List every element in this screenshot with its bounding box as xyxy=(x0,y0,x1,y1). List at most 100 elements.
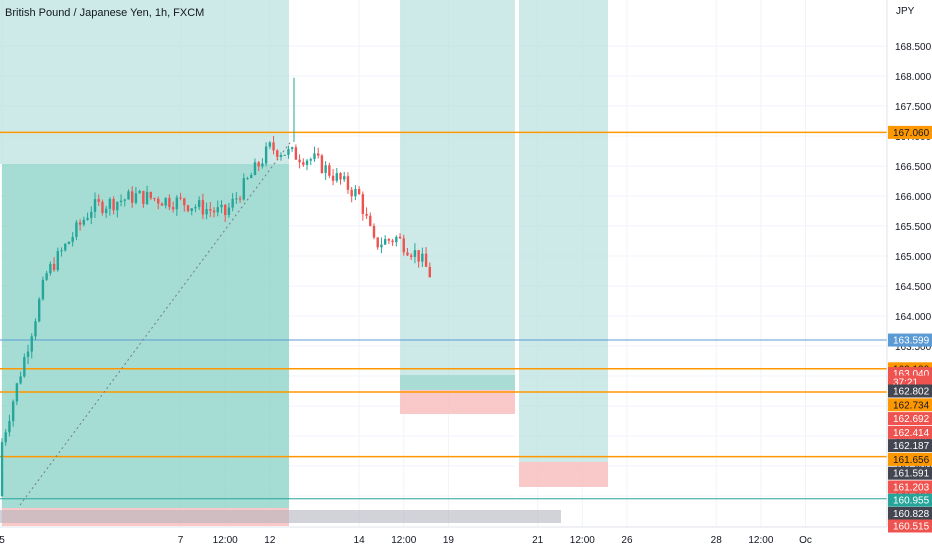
candlesticks xyxy=(0,77,431,497)
candle-body xyxy=(138,190,141,194)
time-tick-label: 28 xyxy=(711,535,723,546)
time-tick-label: 26 xyxy=(621,535,633,546)
candle-body xyxy=(261,163,264,167)
price-label-box xyxy=(888,493,932,507)
candle-body xyxy=(350,189,353,197)
target-zone-3 xyxy=(519,0,608,462)
candle-body xyxy=(201,200,205,215)
candle-body xyxy=(361,194,365,215)
candle-body xyxy=(365,214,368,216)
price-label-box xyxy=(888,398,932,412)
candle-body xyxy=(49,263,52,274)
price-label-text: 163.040 xyxy=(893,369,930,380)
candle-body xyxy=(97,199,100,202)
candle-body xyxy=(194,207,197,209)
candle-body xyxy=(383,239,387,245)
candle-body xyxy=(302,162,305,165)
time-tick-label: 12 xyxy=(264,535,276,546)
candle-body xyxy=(15,383,19,402)
candle-body xyxy=(19,376,22,384)
candle-body xyxy=(86,217,89,220)
target-zone-2 xyxy=(400,0,515,375)
candle-body xyxy=(101,201,104,213)
candle-body xyxy=(268,142,272,147)
time-tick-label: 12:00 xyxy=(748,535,773,546)
candle-body xyxy=(153,198,156,200)
price-label-box xyxy=(888,125,932,139)
price-label-text: 163.599 xyxy=(893,336,930,347)
candle-body xyxy=(343,176,346,180)
time-tick-label: 12:00 xyxy=(570,535,595,546)
time-tick-label: 19 xyxy=(443,535,455,546)
candle-body xyxy=(242,178,245,200)
candle-body xyxy=(60,250,63,252)
candle-body xyxy=(224,204,227,216)
candle-body xyxy=(376,237,379,248)
price-label-box xyxy=(888,412,932,426)
candle-body xyxy=(212,210,216,213)
price-label-box xyxy=(888,480,932,494)
price-tick-label: 164.000 xyxy=(895,312,932,323)
candle-body xyxy=(56,251,59,271)
candle-body xyxy=(8,421,11,433)
time-tick-label: Oc xyxy=(799,535,812,546)
candle-body xyxy=(0,442,4,496)
candle-body xyxy=(131,191,134,203)
price-label-box xyxy=(888,384,932,398)
candle-body xyxy=(387,239,391,241)
candle-body xyxy=(421,253,424,262)
time-tick-label: 12:00 xyxy=(213,535,238,546)
candle-body xyxy=(134,193,138,203)
candle-body xyxy=(26,351,30,357)
date-range-highlight xyxy=(0,510,561,523)
price-labels: 167.060163.599163.120163.04037:21162.802… xyxy=(888,125,932,533)
time-tick-label: 7 xyxy=(178,535,184,546)
candle-body xyxy=(313,153,316,160)
candle-body xyxy=(346,176,350,190)
price-tick-label: 167.500 xyxy=(895,102,932,113)
candle-body xyxy=(186,205,190,212)
candle-body xyxy=(250,175,253,179)
time-tick-label: 5 xyxy=(0,535,5,546)
time-tick-label: 14 xyxy=(354,535,366,546)
candle-body xyxy=(424,253,428,267)
candle-body xyxy=(142,190,145,205)
candle-body xyxy=(354,188,357,197)
candle-body xyxy=(209,209,212,211)
candle-body xyxy=(75,222,78,237)
candle-body xyxy=(287,148,290,155)
price-label-text: 162.414 xyxy=(893,428,930,439)
price-label-text: 162.187 xyxy=(893,441,930,452)
candle-body xyxy=(168,197,171,208)
price-tick-label: 168.500 xyxy=(895,42,932,53)
candle-body xyxy=(205,209,208,215)
candle-body xyxy=(369,215,372,226)
candle-body xyxy=(11,401,15,422)
candle-body xyxy=(380,244,383,248)
candle-body xyxy=(320,155,324,173)
time-tick-label: 12:00 xyxy=(391,535,416,546)
price-label-text: 161.203 xyxy=(893,483,930,494)
price-tick-label: 166.000 xyxy=(895,192,932,203)
price-label-text: 160.515 xyxy=(893,522,930,533)
stop-zone-3 xyxy=(519,462,608,487)
candle-body xyxy=(276,150,279,157)
candle-body xyxy=(145,191,149,205)
candle-body xyxy=(93,199,97,212)
price-label-box xyxy=(888,466,932,480)
candle-body xyxy=(357,188,361,195)
candle-body xyxy=(238,198,242,200)
candle-body xyxy=(38,299,41,322)
price-tick-label: 168.000 xyxy=(895,72,932,83)
candle-body xyxy=(395,236,398,243)
candle-body xyxy=(253,162,257,176)
price-label-box xyxy=(888,519,932,533)
position-zones xyxy=(0,0,608,526)
candle-body xyxy=(34,321,37,337)
candle-body xyxy=(413,250,417,257)
candle-body xyxy=(160,203,164,206)
profit-zone-2 xyxy=(400,375,515,390)
price-tick-label: 164.500 xyxy=(895,282,932,293)
candle-body xyxy=(4,432,7,443)
